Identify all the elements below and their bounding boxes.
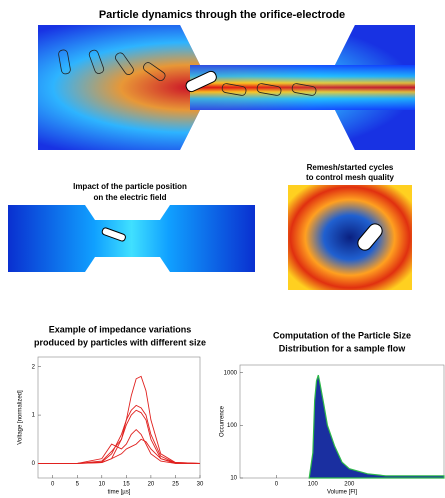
x-tick-label: 5 bbox=[76, 482, 80, 488]
x-tick-label: 20 bbox=[148, 482, 155, 488]
caption: on the electric field bbox=[94, 193, 167, 202]
caption: Remesh/started cycles bbox=[307, 163, 394, 172]
line bbox=[38, 428, 200, 464]
y-tick-label: 1 bbox=[32, 413, 36, 419]
x-tick-label: 30 bbox=[197, 482, 204, 488]
x-axis-label: time [µs] bbox=[108, 490, 131, 496]
x-axis-label: Volume [Fl] bbox=[327, 490, 357, 496]
x-tick-label: 100 bbox=[308, 482, 319, 488]
x-tick-label: 0 bbox=[275, 482, 279, 488]
caption: Impact of the particle position bbox=[73, 182, 187, 191]
line bbox=[38, 409, 200, 464]
plot-frame bbox=[37, 356, 201, 479]
line bbox=[38, 438, 201, 464]
orifice-simulation bbox=[38, 25, 415, 150]
x-tick-label: 200 bbox=[344, 482, 355, 488]
y-tick-label: 0 bbox=[32, 461, 36, 467]
plot-frame bbox=[239, 364, 445, 479]
figure-title: Particle dynamics through the orifice-el… bbox=[99, 9, 345, 21]
x-tick-label: 0 bbox=[51, 482, 55, 488]
area bbox=[308, 374, 445, 479]
y-tick-label: 100 bbox=[227, 423, 238, 429]
x-tick-label: 25 bbox=[172, 482, 179, 488]
chart-title: produced by particles with different siz… bbox=[34, 337, 206, 347]
y-tick-label: 10 bbox=[230, 476, 237, 482]
chart-title: Computation of the Particle Size bbox=[273, 330, 411, 340]
caption: to control mesh quality bbox=[306, 173, 395, 182]
x-tick-label: 15 bbox=[123, 482, 130, 488]
chart-title: Example of impedance variations bbox=[49, 324, 192, 334]
chart-title: Distribution for a sample flow bbox=[279, 343, 407, 353]
y-tick-label: 1000 bbox=[224, 370, 238, 376]
y-tick-label: 2 bbox=[32, 364, 36, 370]
mesh-simulation bbox=[288, 185, 412, 290]
field-simulation bbox=[8, 205, 255, 272]
x-tick-label: 10 bbox=[98, 482, 105, 488]
y-axis-label: Occurrence bbox=[220, 405, 226, 437]
y-axis-label: Voltage [normalized] bbox=[18, 390, 24, 445]
